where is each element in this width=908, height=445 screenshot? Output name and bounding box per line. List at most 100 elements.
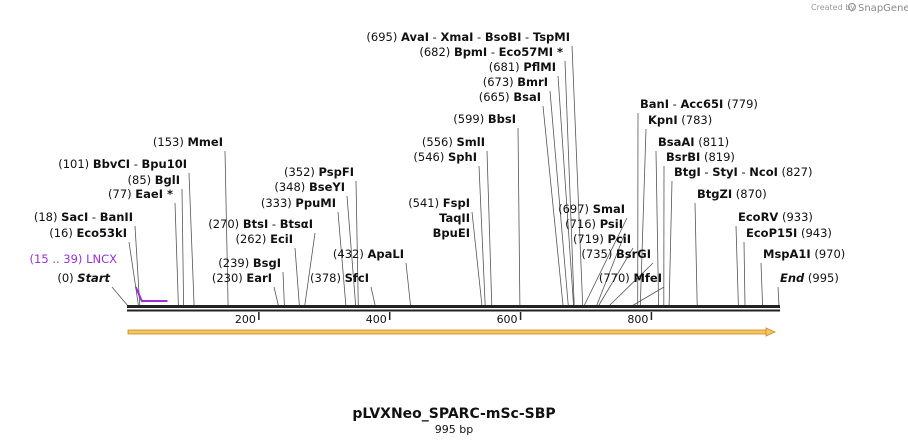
site-pos-38: (970): [811, 247, 846, 261]
site-label-10[interactable]: (270) BtsI - BtsαI: [208, 217, 313, 231]
site-name-38-0: MspA1I: [763, 247, 811, 261]
site-label-7[interactable]: (230) EarI: [212, 271, 272, 285]
site-label-21[interactable]: (673) BmrI: [483, 75, 548, 89]
site-label-1[interactable]: (16) Eco53kI: [49, 226, 127, 240]
site-label-16-0[interactable]: (541) FspI: [408, 196, 470, 210]
site-leader-17: [478, 165, 486, 307]
site-name-31-0: KpnI: [648, 113, 678, 127]
site-name-33-0: BsrBI: [666, 150, 700, 164]
site-label-16-1[interactable]: TaqII: [439, 211, 470, 225]
site-leader-19: [517, 127, 521, 307]
site-label-17[interactable]: (546) SphI: [413, 150, 477, 164]
site-leader-23: [564, 60, 575, 307]
site-name-21-0: BmrI: [517, 75, 548, 89]
site-pos-37: (943): [797, 226, 832, 240]
site-label-35[interactable]: BtgZI (870): [697, 187, 767, 201]
orf-arrow[interactable]: [127, 327, 776, 337]
site-label-9[interactable]: (262) EciI: [236, 232, 294, 246]
site-leader-27: [598, 247, 634, 307]
feature-range: (15 .. 39): [30, 252, 87, 266]
site-sep: -: [487, 45, 498, 59]
site-name-16-0: FspI: [443, 196, 470, 210]
site-label-24[interactable]: (695) AvaI - XmaI - BsoBI - TspMI: [366, 30, 570, 44]
site-leader-36: [735, 225, 739, 307]
site-name-4-0: BglI: [155, 173, 180, 187]
site-label-15[interactable]: (432) ApaLI: [333, 247, 404, 261]
site-label-0[interactable]: (0) Start: [57, 271, 110, 285]
site-pos-9: (262): [236, 232, 271, 246]
site-name-5-1: Bpu10I: [142, 157, 187, 171]
site-sep: -: [88, 210, 99, 224]
site-name-5-0: BbvCI: [93, 157, 130, 171]
site-name-35-0: BtgZI: [697, 187, 732, 201]
site-label-16-2[interactable]: BpuEI: [433, 226, 470, 240]
site-leader-15: [405, 262, 411, 307]
site-pos-35: (870): [732, 187, 767, 201]
site-sep: -: [521, 30, 532, 44]
site-label-31[interactable]: KpnI (783): [648, 113, 712, 127]
site-name-19-0: BbsI: [488, 112, 516, 126]
site-label-25[interactable]: (697) SmaI: [558, 202, 625, 216]
site-sep: -: [429, 30, 440, 44]
site-label-29[interactable]: (770) MfeI: [599, 271, 662, 285]
site-label-37[interactable]: EcoP15I (943): [746, 226, 832, 240]
site-leader-20: [542, 105, 564, 307]
site-pos-16: (541): [408, 196, 443, 210]
site-leader-14: [370, 286, 376, 307]
site-sep: -: [268, 217, 279, 231]
site-label-14[interactable]: (378) SfcI: [310, 271, 369, 285]
site-name-37-0: EcoP15I: [746, 226, 797, 240]
site-sep: -: [473, 30, 484, 44]
site-pos-6: (153): [153, 135, 188, 149]
site-name-8-0: BsgI: [253, 256, 281, 270]
site-name-36-0: EcoRV: [738, 210, 778, 224]
site-name-2-0: SacI: [61, 210, 88, 224]
site-name-14-0: SfcI: [345, 271, 369, 285]
site-label-2[interactable]: (18) SacI - BanII: [34, 210, 133, 224]
site-name-28-0: BsrGI: [616, 247, 651, 261]
site-pos-13: (352): [284, 165, 319, 179]
site-label-3[interactable]: (77) EaeI *: [108, 187, 173, 201]
site-pos-29: (770): [599, 271, 634, 285]
site-label-30[interactable]: BanI - Acc65I (779): [640, 97, 758, 111]
site-label-23[interactable]: (682) BpmI - Eco57MI *: [419, 45, 563, 59]
site-name-18-0: SmlI: [457, 135, 486, 149]
site-pos-18: (556): [422, 135, 457, 149]
site-label-12[interactable]: (348) BseYI: [274, 180, 345, 194]
site-label-38[interactable]: MspA1I (970): [763, 247, 845, 261]
site-label-22[interactable]: (681) PflMI: [489, 60, 556, 74]
site-pos-3: (77): [108, 187, 135, 201]
site-label-19[interactable]: (599) BbsI: [453, 112, 516, 126]
ruler: 200 400 600 800: [235, 312, 653, 326]
site-label-34[interactable]: BtgI - StyI - NcoI (827): [674, 165, 813, 179]
site-pos-23: (682): [419, 45, 454, 59]
site-label-33[interactable]: BsrBI (819): [666, 150, 735, 164]
site-name-34-1: StyI: [712, 165, 738, 179]
site-pos-2: (18): [34, 210, 61, 224]
site-name-27-0: PciI: [608, 232, 631, 246]
site-label-20[interactable]: (665) BsaI: [479, 90, 541, 104]
site-label-11[interactable]: (333) PpuMI: [261, 196, 336, 210]
site-label-39[interactable]: End (995): [780, 271, 839, 285]
site-label-36[interactable]: EcoRV (933): [738, 210, 813, 224]
ruler-label-0: 200: [235, 313, 256, 326]
site-leader-7: [273, 286, 279, 307]
site-label-27[interactable]: (719) PciI: [573, 232, 631, 246]
site-pos-32: (811): [695, 135, 730, 149]
site-label-32[interactable]: BsaAI (811): [658, 135, 729, 149]
site-label-5[interactable]: (101) BbvCI - Bpu10I: [58, 157, 187, 171]
site-label-4[interactable]: (85) BglI: [128, 173, 180, 187]
site-label-6[interactable]: (153) MmeI: [153, 135, 223, 149]
site-label-8[interactable]: (239) BsgI: [218, 256, 281, 270]
site-label-26[interactable]: (716) PsiI: [565, 217, 623, 231]
site-label-28[interactable]: (735) BsrGI: [581, 247, 651, 261]
site-name-22-0: PflMI: [523, 60, 556, 74]
site-leader-38: [760, 262, 763, 307]
site-name-39-0: End: [780, 271, 805, 285]
site-label-13[interactable]: (352) PspFI: [284, 165, 354, 179]
site-pos-5: (101): [58, 157, 93, 171]
site-label-18[interactable]: (556) SmlI: [422, 135, 485, 149]
feature-lncx[interactable]: (15 .. 39) LNCX: [30, 252, 168, 302]
site-leader-10: [304, 232, 316, 307]
ruler-label-3: 800: [627, 313, 648, 326]
